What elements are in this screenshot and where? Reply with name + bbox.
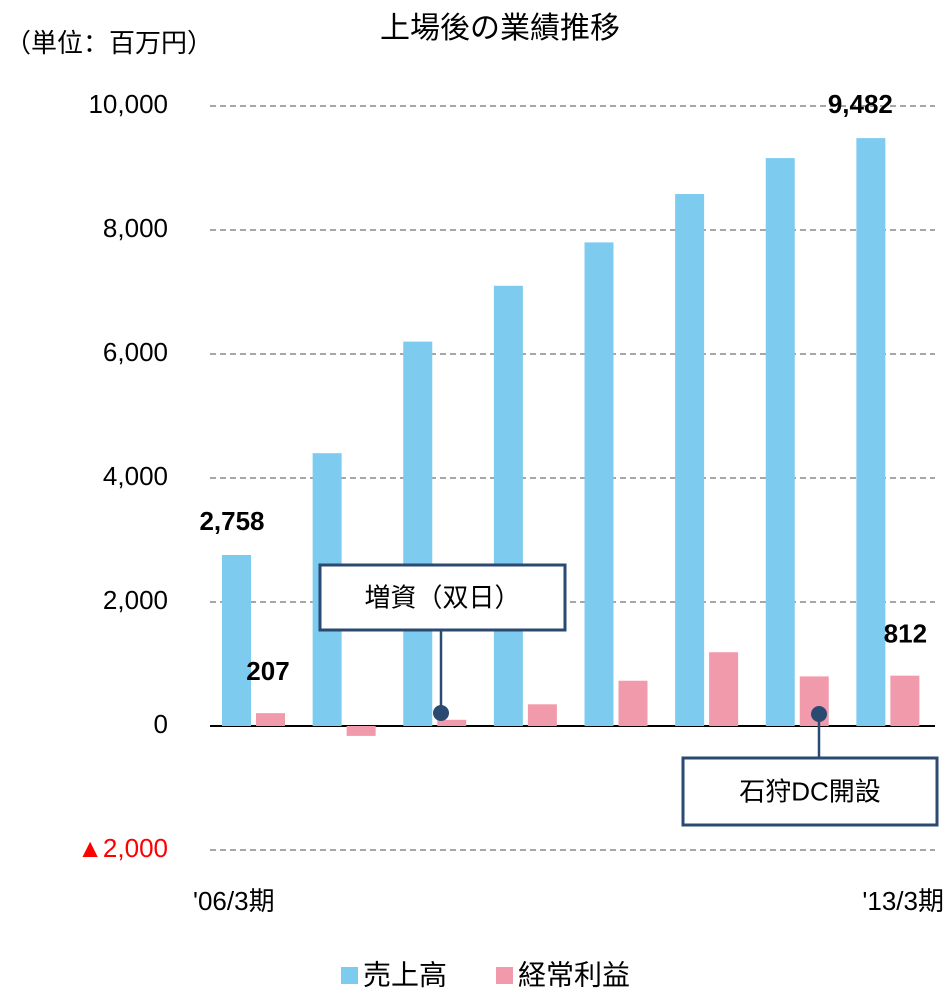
bar bbox=[256, 713, 285, 726]
bar bbox=[403, 341, 433, 726]
legend-label: 経常利益 bbox=[518, 959, 630, 990]
y-tick-label: ▲2,000 bbox=[77, 833, 168, 863]
bar bbox=[346, 726, 376, 736]
annotation-text: 石狩DC開設 bbox=[739, 776, 881, 806]
annotation-dot bbox=[433, 705, 449, 721]
y-tick-label: 10,000 bbox=[88, 89, 168, 119]
data-label: 2,758 bbox=[199, 506, 264, 536]
legend-swatch bbox=[496, 967, 513, 984]
y-tick-label: 0 bbox=[154, 709, 168, 739]
legend-label: 売上高 bbox=[363, 959, 447, 990]
annotation-box bbox=[318, 563, 567, 632]
y-tick-label: 4,000 bbox=[103, 461, 168, 491]
bar bbox=[493, 285, 523, 726]
bar bbox=[675, 194, 705, 727]
x-tick-label: '06/3期 bbox=[193, 886, 275, 916]
bar bbox=[222, 555, 251, 726]
x-tick-label: '13/3期 bbox=[862, 886, 944, 916]
bar bbox=[527, 704, 557, 726]
annotation-dot bbox=[811, 706, 827, 722]
unit-label: （単位：百万円） bbox=[5, 28, 213, 58]
annotation-text: 増資（双日） bbox=[364, 582, 520, 612]
bar bbox=[890, 675, 920, 726]
bar bbox=[856, 138, 886, 727]
y-tick-label: 2,000 bbox=[103, 585, 168, 615]
bar bbox=[618, 680, 648, 726]
bar bbox=[584, 242, 614, 726]
bar bbox=[709, 652, 739, 726]
data-label: 9,482 bbox=[828, 89, 893, 119]
bar bbox=[765, 158, 795, 726]
y-tick-label: 6,000 bbox=[103, 337, 168, 367]
legend-swatch bbox=[341, 967, 358, 984]
data-label: 812 bbox=[884, 619, 927, 649]
bar bbox=[437, 719, 467, 726]
annotation-box bbox=[681, 756, 939, 827]
data-label: 207 bbox=[246, 656, 289, 686]
chart-title: 上場後の業績推移 bbox=[380, 12, 620, 45]
y-tick-label: 8,000 bbox=[103, 213, 168, 243]
